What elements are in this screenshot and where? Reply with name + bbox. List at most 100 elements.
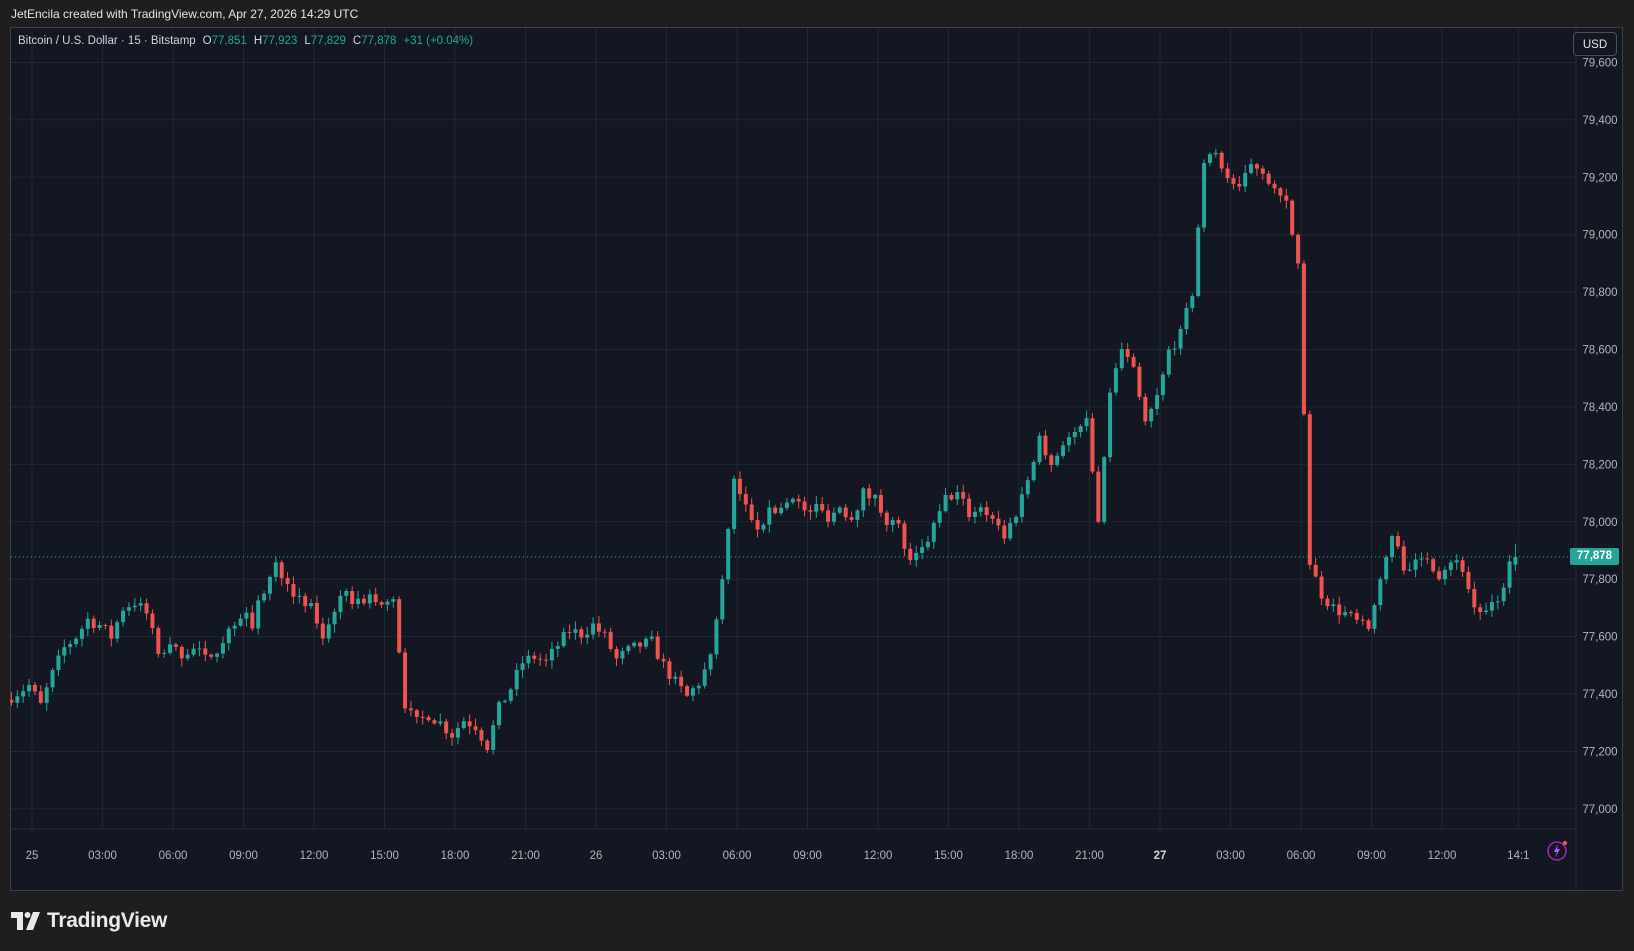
grid xyxy=(11,28,1576,829)
candle-body xyxy=(267,576,272,594)
candle-body xyxy=(15,696,20,703)
currency-button[interactable]: USD xyxy=(1573,32,1617,56)
candle-body xyxy=(925,541,930,548)
candle-body xyxy=(361,598,366,604)
time-tick-label: 15:00 xyxy=(934,850,963,862)
candle-body xyxy=(837,507,842,513)
candle-body xyxy=(1343,612,1348,616)
candle-body xyxy=(115,622,120,639)
candle-body xyxy=(1002,525,1007,539)
candle-body xyxy=(1190,296,1195,308)
candle-body xyxy=(779,507,784,514)
candle-body xyxy=(1331,604,1336,607)
candle-body xyxy=(896,519,901,524)
candle-body xyxy=(44,687,49,703)
attribution-text: JetEncila created with TradingView.com, … xyxy=(11,7,359,21)
candle-body xyxy=(1495,601,1500,603)
candle-body xyxy=(32,684,37,692)
candle-body xyxy=(843,507,848,518)
price-axis-background xyxy=(1576,28,1622,890)
sparkle-icon[interactable] xyxy=(1545,839,1569,863)
candle-body xyxy=(1260,168,1265,174)
candle-body xyxy=(1401,546,1406,571)
candle-body xyxy=(555,646,560,649)
candle-body xyxy=(1425,558,1430,560)
candle-body xyxy=(485,740,490,750)
candle-body xyxy=(643,638,648,647)
price-tick-label: 77,600 xyxy=(1582,632,1617,644)
candle-body xyxy=(168,644,173,653)
time-tick-label: 15:00 xyxy=(370,850,399,862)
legend-high-label: H xyxy=(253,35,263,47)
candle-body xyxy=(1166,349,1171,375)
candle-body xyxy=(97,625,102,628)
candle-body xyxy=(1249,164,1254,173)
price-tick-label: 77,400 xyxy=(1582,689,1617,701)
candle-body xyxy=(185,654,190,659)
candle-body xyxy=(121,610,126,623)
candle-body xyxy=(297,595,302,597)
candle-body xyxy=(1037,435,1042,463)
candle-body xyxy=(1078,426,1083,432)
candle-body xyxy=(661,658,666,662)
candle-body xyxy=(62,647,67,656)
candle-body xyxy=(967,498,972,517)
price-tick-label: 78,200 xyxy=(1582,459,1617,471)
candle-body xyxy=(50,669,55,688)
candle-body xyxy=(203,648,208,655)
candle-body xyxy=(1061,445,1066,456)
candle-body xyxy=(1196,227,1201,297)
legend-low-value: 77,829 xyxy=(310,35,346,47)
candle-body xyxy=(579,629,584,638)
candle-body xyxy=(502,700,507,703)
time-tick-label: 09:00 xyxy=(1357,850,1386,862)
candle-body xyxy=(849,517,854,520)
candle-body xyxy=(679,676,684,687)
candle-body xyxy=(103,625,108,627)
candle-body xyxy=(444,721,449,734)
candle-body xyxy=(244,612,249,619)
candle-body xyxy=(1119,349,1124,369)
candle-body xyxy=(1254,164,1259,169)
candle-body xyxy=(1301,263,1306,415)
candle-body xyxy=(467,721,472,727)
price-tick-label: 77,800 xyxy=(1582,574,1617,586)
candle-body xyxy=(1448,562,1453,570)
candle-body xyxy=(403,652,408,709)
candle-body xyxy=(1407,569,1412,571)
candle-body xyxy=(1348,612,1353,614)
candlestick-chart[interactable]: 77,000 77,200 77,400 77,600 77,800 78,000 78,2… xyxy=(10,27,1623,891)
legend-close-label: C xyxy=(352,35,362,47)
candle-body xyxy=(1478,607,1483,612)
candle-body xyxy=(1337,604,1342,616)
candle-body xyxy=(884,512,889,525)
candle-body xyxy=(878,495,883,513)
candle-body xyxy=(109,625,114,639)
candle-body xyxy=(1266,173,1271,184)
candle-body xyxy=(1096,471,1101,522)
candle-body xyxy=(232,625,237,629)
candle-body xyxy=(1243,172,1248,187)
candles xyxy=(10,148,1518,755)
candle-body xyxy=(1113,368,1118,393)
candle-body xyxy=(814,503,819,512)
candle-body xyxy=(197,648,202,650)
candle-body xyxy=(332,611,337,625)
candle-body xyxy=(85,618,90,629)
candle-body xyxy=(720,579,725,620)
candle-body xyxy=(350,591,355,605)
tradingview-brand[interactable]: TradingView xyxy=(11,909,167,933)
candle-body xyxy=(732,478,737,529)
candle-body xyxy=(890,519,895,525)
candle-body xyxy=(549,648,554,661)
candle-body xyxy=(1372,605,1377,629)
time-tick-label: 26 xyxy=(590,850,603,862)
brand-name: TradingView xyxy=(47,909,168,932)
candle-body xyxy=(796,498,801,502)
candle-body xyxy=(914,552,919,561)
candle-body xyxy=(314,602,319,624)
candle-body xyxy=(949,495,954,500)
candle-body xyxy=(385,601,390,605)
candle-body xyxy=(831,512,836,522)
candle-body xyxy=(873,495,878,499)
